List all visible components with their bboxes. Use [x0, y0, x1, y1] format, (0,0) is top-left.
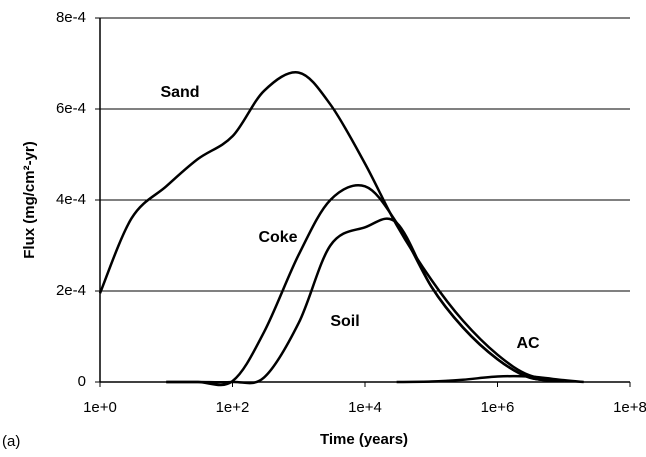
y-tick-label: 6e-4 — [56, 100, 86, 117]
y-axis-label: Flux (mg/cm²-yr) — [21, 141, 38, 259]
y-tick-label: 2e-4 — [56, 282, 86, 299]
x-tick-label: 1e+6 — [481, 399, 515, 416]
x-axis-label: Time (years) — [320, 431, 408, 448]
x-tick-label: 1e+0 — [83, 399, 117, 416]
series-line — [166, 217, 564, 385]
y-tick-label: 4e-4 — [56, 191, 86, 208]
y-tick-label: 0 — [78, 373, 86, 390]
x-tick-label: 1e+8 — [613, 399, 646, 416]
y-tick-label: 8e-4 — [56, 9, 86, 26]
series-line — [396, 374, 584, 384]
x-tick-label: 1e+4 — [348, 399, 382, 416]
series-line — [98, 71, 564, 382]
series-label: Coke — [258, 229, 297, 246]
series-label: Soil — [330, 313, 359, 330]
x-tick-label: 1e+2 — [216, 399, 250, 416]
panel-label: (a) — [2, 433, 20, 450]
series-label: Sand — [160, 84, 199, 101]
series-line — [166, 184, 564, 387]
series-label: AC — [516, 335, 540, 352]
